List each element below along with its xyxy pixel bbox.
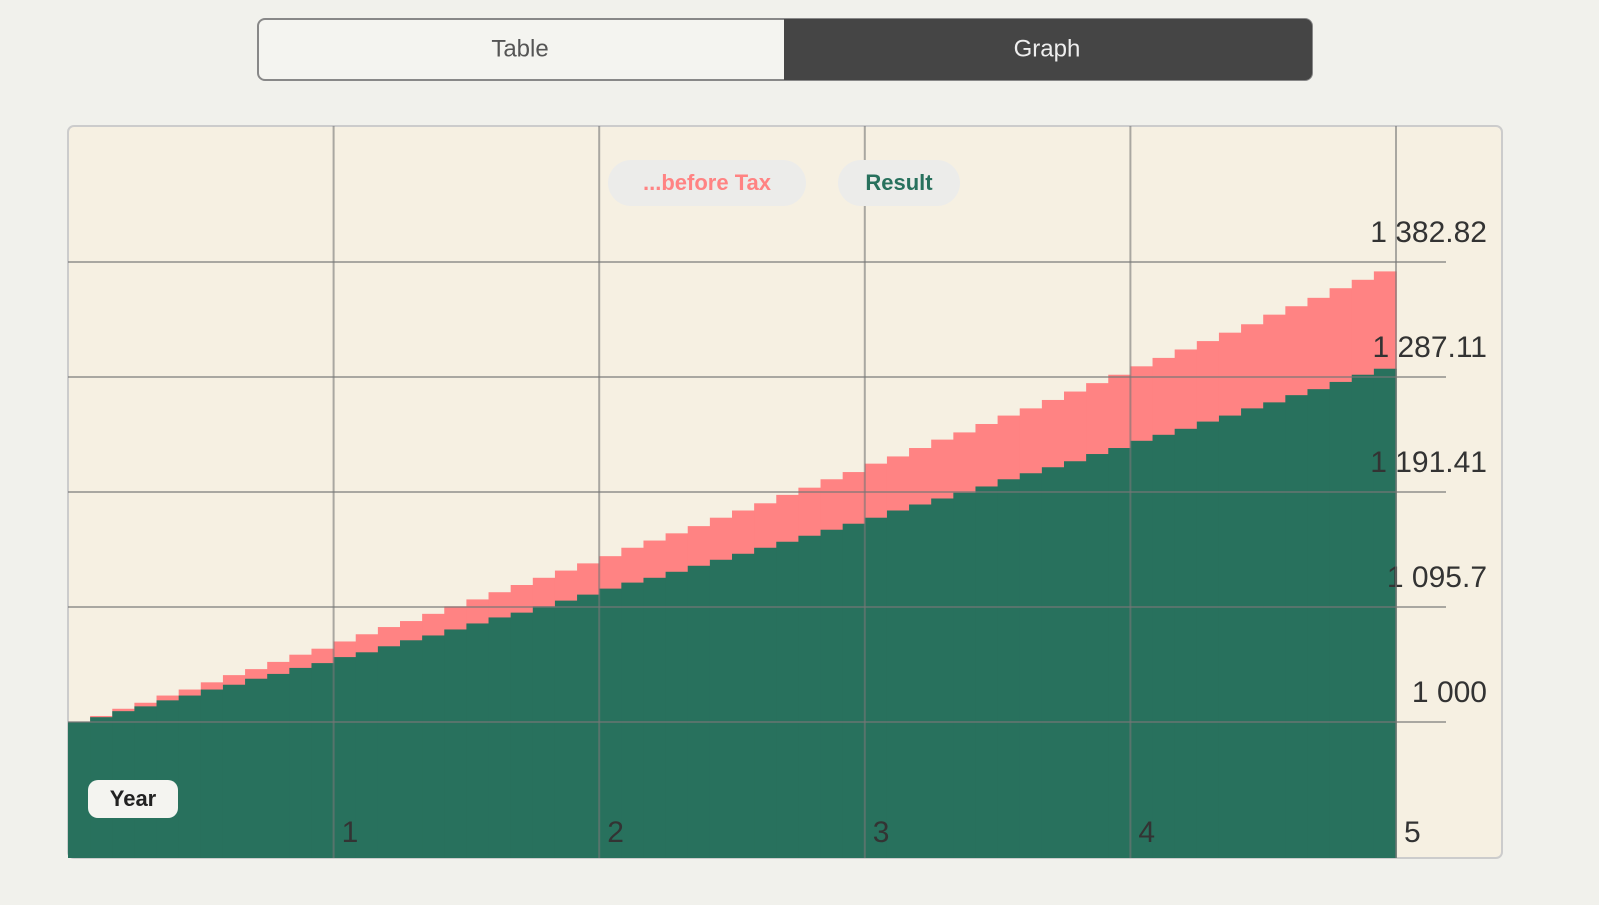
area-step	[1019, 473, 1043, 858]
area-step	[444, 629, 467, 858]
y-tick-label: 1 287.11	[1372, 331, 1487, 364]
area-step	[1196, 421, 1220, 858]
area-step	[554, 600, 578, 858]
area-step	[200, 689, 224, 858]
area-step	[245, 678, 268, 858]
legend-entry[interactable]: ...before Tax	[643, 170, 772, 195]
legend-pill[interactable]	[608, 160, 806, 206]
area-step	[1108, 448, 1131, 858]
area-step	[754, 547, 777, 858]
area-step	[776, 541, 799, 858]
x-tick-label: 1	[342, 816, 359, 849]
area-step	[156, 700, 180, 858]
area-step	[466, 623, 490, 858]
area-step	[886, 510, 910, 858]
area-step	[68, 721, 91, 858]
tab-graph[interactable]: Graph	[1014, 35, 1081, 62]
area-step	[1152, 434, 1176, 858]
area-step	[1041, 467, 1065, 858]
area-step	[1130, 440, 1154, 858]
legend-entry[interactable]: Result	[865, 170, 933, 195]
area-step	[798, 535, 822, 858]
area-step	[643, 577, 667, 858]
area-step	[267, 673, 290, 858]
area-step	[820, 529, 844, 858]
y-tick-label: 1 382.82	[1370, 216, 1487, 249]
area-step	[599, 588, 622, 858]
area-step	[400, 640, 423, 858]
area-step	[1218, 415, 1242, 858]
area-step	[222, 684, 246, 858]
area-step	[510, 612, 534, 858]
area-step	[864, 517, 888, 858]
y-tick-label: 1 000	[1412, 676, 1487, 709]
x-tick-label: 3	[873, 816, 890, 849]
x-tick-label: 5	[1404, 816, 1421, 849]
area-step	[732, 553, 755, 858]
area-step	[1373, 368, 1397, 858]
x-tick-label: 2	[607, 816, 624, 849]
x-tick-label: 4	[1138, 816, 1155, 849]
area-step	[909, 504, 932, 858]
area-step	[1307, 389, 1331, 858]
area-step	[1329, 381, 1353, 858]
tab-graph-bg[interactable]	[784, 19, 1312, 80]
area-step	[621, 582, 645, 858]
area-step	[1174, 428, 1198, 858]
area-step	[355, 652, 379, 858]
area-step	[842, 523, 866, 858]
area-step	[422, 635, 445, 858]
area-step	[333, 657, 357, 858]
area-step	[1086, 454, 1109, 858]
area-step	[953, 492, 977, 858]
x-axis-label: Year	[110, 786, 157, 811]
y-tick-label: 1 095.7	[1387, 561, 1487, 594]
area-step	[975, 486, 999, 858]
area-step	[1285, 395, 1309, 858]
area-step	[997, 479, 1021, 858]
area-step	[532, 606, 556, 858]
area-step	[377, 646, 401, 858]
area-step	[311, 663, 335, 858]
area-step	[1351, 374, 1375, 858]
area-step	[178, 695, 202, 858]
area-step	[687, 565, 711, 858]
tab-table[interactable]: Table	[491, 35, 548, 62]
area-step	[931, 498, 954, 858]
y-tick-label: 1 191.41	[1370, 446, 1487, 479]
legend-pill[interactable]	[838, 160, 960, 206]
area-step	[665, 571, 689, 858]
x-label-pill	[88, 780, 178, 818]
area-step	[289, 667, 313, 858]
area-step	[1064, 461, 1087, 858]
area-step	[1263, 402, 1286, 858]
area-step	[577, 594, 600, 858]
area-step	[488, 617, 512, 858]
area-step	[709, 559, 733, 858]
area-step	[1241, 408, 1264, 858]
